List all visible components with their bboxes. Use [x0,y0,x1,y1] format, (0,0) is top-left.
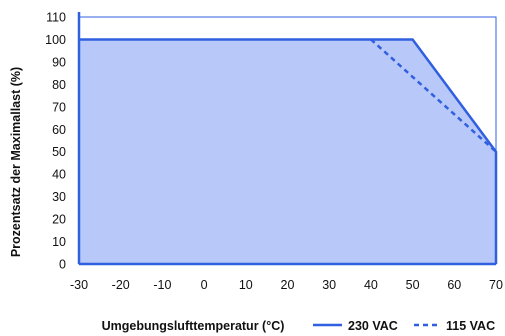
x-tick-label: -30 [70,278,88,292]
x-tick-label: 20 [281,278,295,292]
series-line-0 [79,38,498,264]
legend-label-230-vac: 230 VAC [348,319,398,333]
y-tick-label: 70 [52,100,66,114]
y-tick-label: 60 [52,123,66,137]
x-tick-label: 10 [239,278,253,292]
y-tick-label: 50 [52,145,66,159]
y-tick-label: 40 [52,168,66,182]
y-tick-label: 0 [59,258,66,272]
x-tick-label: 60 [447,278,461,292]
x-tick-label: 70 [489,278,503,292]
x-tick-labels: -30 -20 -10 0 10 20 30 40 50 60 70 [70,278,503,292]
y-tick-label: 110 [46,11,66,25]
area-fill-0 [79,39,496,264]
y-axis-title: Prozentsatz der Maximallast (%) [9,67,23,257]
x-tick-label: 50 [406,278,420,292]
y-tick-label: 90 [52,55,66,69]
plot-area [77,12,498,266]
y-tick-label: 30 [52,190,66,204]
x-tick-label: -10 [153,278,171,292]
series-line-1 [370,38,497,153]
x-tick-label: 30 [322,278,336,292]
y-tick-labels: 0 10 20 30 40 50 60 70 80 90 100 110 [45,11,66,272]
y-tick-label: 10 [52,235,66,249]
x-tick-label: 40 [364,278,378,292]
legend-label-115-vac: 115 VAC [446,319,495,333]
legend: 230 VAC 115 VAC [313,319,495,333]
y-tick-label: 100 [45,33,66,47]
y-tick-label: 20 [52,213,66,227]
x-tick-label: 0 [201,278,208,292]
x-tick-label: -20 [112,278,130,292]
y-tick-label: 80 [52,78,66,92]
x-axis-title: Umgebungslufttemperatur (°C) [102,319,285,333]
